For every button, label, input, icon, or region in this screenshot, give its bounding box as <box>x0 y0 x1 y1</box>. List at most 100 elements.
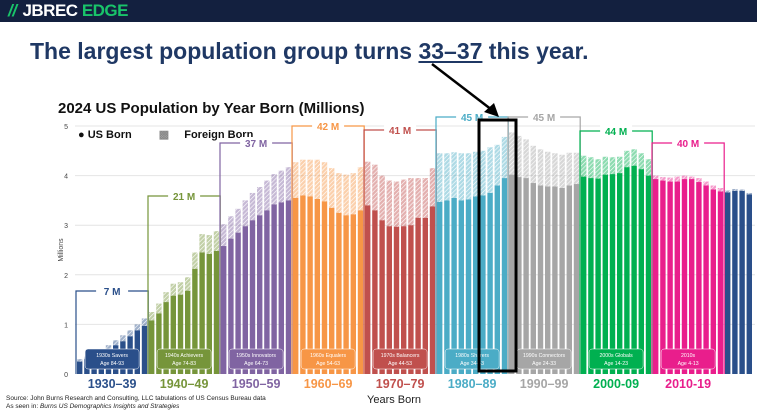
bracket-label-bg <box>384 124 417 136</box>
bar-foreign-hatch <box>624 150 630 168</box>
bar-foreign-hatch <box>357 167 364 211</box>
bar-us-born <box>300 195 306 374</box>
bar-foreign-hatch <box>710 185 716 190</box>
bar-foreign-hatch <box>516 135 522 178</box>
bar-us-born <box>746 194 752 374</box>
y-tick-label: 0 <box>64 372 68 379</box>
bar-foreign-hatch <box>177 282 184 295</box>
y-tick-label: 3 <box>64 223 68 230</box>
bar-foreign-hatch <box>415 178 421 218</box>
bar-foreign-hatch <box>343 174 349 216</box>
bracket-total-label: 40 M <box>677 139 699 150</box>
top-banner: //JBREC EDGE <box>0 0 757 22</box>
bar-us-born <box>703 185 709 374</box>
bar-foreign-hatch <box>537 149 544 186</box>
bar-us-born <box>696 182 702 374</box>
bar-foreign-hatch <box>674 176 680 182</box>
bracket-label-bg <box>600 125 633 137</box>
bar-us-born <box>710 189 716 374</box>
bar-foreign-hatch <box>271 174 277 205</box>
bar-foreign-hatch <box>631 149 637 166</box>
bar-foreign-hatch <box>149 312 155 321</box>
bracket-total-label: 45 M <box>461 113 483 124</box>
bar-foreign-hatch <box>264 180 270 211</box>
bar-us-born <box>314 198 320 374</box>
bar-foreign-hatch <box>192 252 198 269</box>
bar-foreign-hatch <box>465 153 472 200</box>
bar-us-born <box>185 290 191 374</box>
bar-us-born <box>739 190 745 374</box>
generation-tag <box>372 348 428 370</box>
generation-name: 1990s Connectors <box>523 353 566 359</box>
bar-foreign-hatch <box>473 151 479 197</box>
bar-us-born <box>235 232 241 374</box>
bar-foreign-hatch <box>501 136 508 179</box>
bar-foreign-hatch <box>105 345 112 350</box>
bar-foreign-hatch <box>77 359 83 362</box>
generation-name: 1940s Achievers <box>165 353 203 359</box>
bar-foreign-hatch <box>228 216 234 239</box>
bar-us-born <box>221 246 227 374</box>
bar-foreign-hatch <box>134 324 140 331</box>
bar-us-born <box>401 226 407 374</box>
bar-foreign-hatch <box>609 157 616 175</box>
generation-name: 1960s Equalers <box>310 353 346 359</box>
bar-us-born <box>451 197 457 374</box>
arrow-line <box>431 63 493 111</box>
bracket-total-label: 37 M <box>245 139 267 150</box>
bar-us-born <box>156 313 162 374</box>
bar-us-born <box>285 200 292 374</box>
decade-axis-label: 1940–49 <box>160 377 209 391</box>
bar-foreign-hatch <box>422 178 428 218</box>
bar-us-born <box>595 178 601 374</box>
bar-foreign-hatch <box>530 145 536 184</box>
bracket-label-bg <box>312 120 345 132</box>
bar-us-born <box>566 185 572 374</box>
bar-foreign-hatch <box>350 173 356 215</box>
legend-us-born: ● US Born <box>78 129 132 141</box>
bar-foreign-hatch <box>199 234 205 253</box>
bar-us-born <box>365 205 371 374</box>
bar-foreign-hatch <box>696 178 702 183</box>
bracket-total-label: 42 M <box>317 122 339 133</box>
generation-name: 1930s Savers <box>96 353 128 359</box>
bar-us-born <box>552 186 558 374</box>
decade-axis-label: 1970–79 <box>376 377 425 391</box>
bar-us-born <box>480 195 486 374</box>
bar-us-born <box>170 295 176 374</box>
bar-us-born <box>653 179 659 374</box>
generation-tag <box>300 348 356 370</box>
bar-foreign-hatch <box>746 192 752 195</box>
bar-us-born <box>559 188 565 374</box>
bar-foreign-hatch <box>235 208 241 233</box>
bar-us-born <box>717 191 724 374</box>
bar-foreign-hatch <box>185 277 191 291</box>
bar-foreign-hatch <box>429 168 436 207</box>
bracket-label-bg <box>240 137 273 149</box>
bar-foreign-hatch <box>401 179 407 227</box>
bar-us-born <box>278 202 284 374</box>
bar-foreign-hatch <box>206 235 212 254</box>
generation-name: 1950s Innovators <box>236 353 276 359</box>
generation-age: Age 64-73 <box>244 361 268 367</box>
bar-us-born <box>408 225 414 374</box>
bar-foreign-hatch <box>444 153 450 201</box>
bar-us-born <box>77 361 83 374</box>
bar-us-born <box>249 220 256 374</box>
bar-foreign-hatch <box>242 200 248 227</box>
bar-us-born <box>509 174 515 374</box>
headline-text-end: this year. <box>482 38 589 64</box>
bar-foreign-hatch <box>552 153 558 187</box>
bar-foreign-hatch <box>300 159 306 196</box>
bar-us-born <box>386 226 392 374</box>
jbrec-edge-logo: //JBREC EDGE <box>8 1 129 20</box>
bar-us-born <box>321 201 328 374</box>
bar-us-born <box>422 217 428 374</box>
x-axis-title: Years Born <box>367 394 422 406</box>
bar-us-born <box>674 181 680 374</box>
source-line: Source: John Burns Research and Consulti… <box>6 395 266 402</box>
bar-us-born <box>213 250 220 374</box>
decade-axis-label: 1930–39 <box>88 377 137 391</box>
